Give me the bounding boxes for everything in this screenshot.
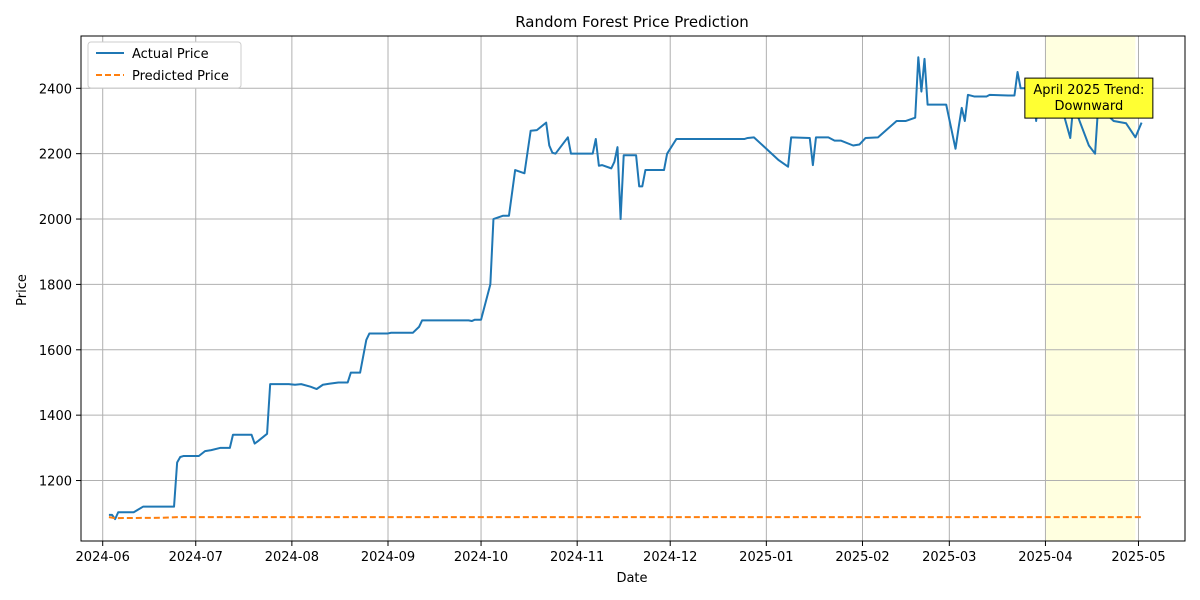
plot-frame xyxy=(80,35,1186,542)
legend-box xyxy=(87,41,242,89)
x-axis-label: Date xyxy=(616,571,647,586)
y-tick-label: 2000 xyxy=(39,213,72,228)
grid-lines xyxy=(81,36,1185,541)
x-tick-label: 2024-07 xyxy=(169,550,223,565)
x-tick-label: 2024-09 xyxy=(361,550,415,565)
x-tick-label: 2025-01 xyxy=(739,550,793,565)
series-line-actual-price xyxy=(108,56,1143,521)
plot-area xyxy=(81,36,1185,541)
annotation-box xyxy=(1024,77,1154,119)
trend-annotation: April 2025 Trend: Downward xyxy=(1024,77,1154,119)
chart-title: Random Forest Price Prediction xyxy=(515,13,749,31)
annotation-line-1: April 2025 Trend: xyxy=(1033,83,1144,98)
y-tick-label: 1200 xyxy=(39,475,72,490)
series-layer xyxy=(108,56,1143,521)
legend-label-predicted: Predicted Price xyxy=(132,69,229,84)
y-tick-label: 1800 xyxy=(39,278,72,293)
x-tick-label: 2024-06 xyxy=(76,550,130,565)
x-tick-label: 2025-03 xyxy=(922,550,976,565)
series-line-predicted-price xyxy=(108,516,1142,520)
y-axis-label: Price xyxy=(15,274,30,306)
x-tick-label: 2024-10 xyxy=(454,550,508,565)
y-tick-label: 1600 xyxy=(39,344,72,359)
y-tick-label: 2400 xyxy=(39,82,72,97)
legend-label-actual: Actual Price xyxy=(132,47,209,62)
x-tick-label: 2024-08 xyxy=(265,550,319,565)
april-highlight-band xyxy=(1045,36,1136,541)
y-tick-label: 2200 xyxy=(39,148,72,163)
axis-ticks: 2024-06 2024-07 2024-08 2024-09 2024-10 2024-… xyxy=(39,82,1166,565)
x-tick-label: 2025-02 xyxy=(835,550,889,565)
x-tick-label: 2025-04 xyxy=(1018,550,1072,565)
legend: Actual Price Predicted Price xyxy=(87,41,242,89)
annotation-line-2: Downward xyxy=(1054,99,1123,114)
x-tick-label: 2024-11 xyxy=(550,550,604,565)
y-tick-label: 1400 xyxy=(39,409,72,424)
x-tick-label: 2024-12 xyxy=(643,550,697,565)
x-tick-label: 2025-05 xyxy=(1111,550,1165,565)
